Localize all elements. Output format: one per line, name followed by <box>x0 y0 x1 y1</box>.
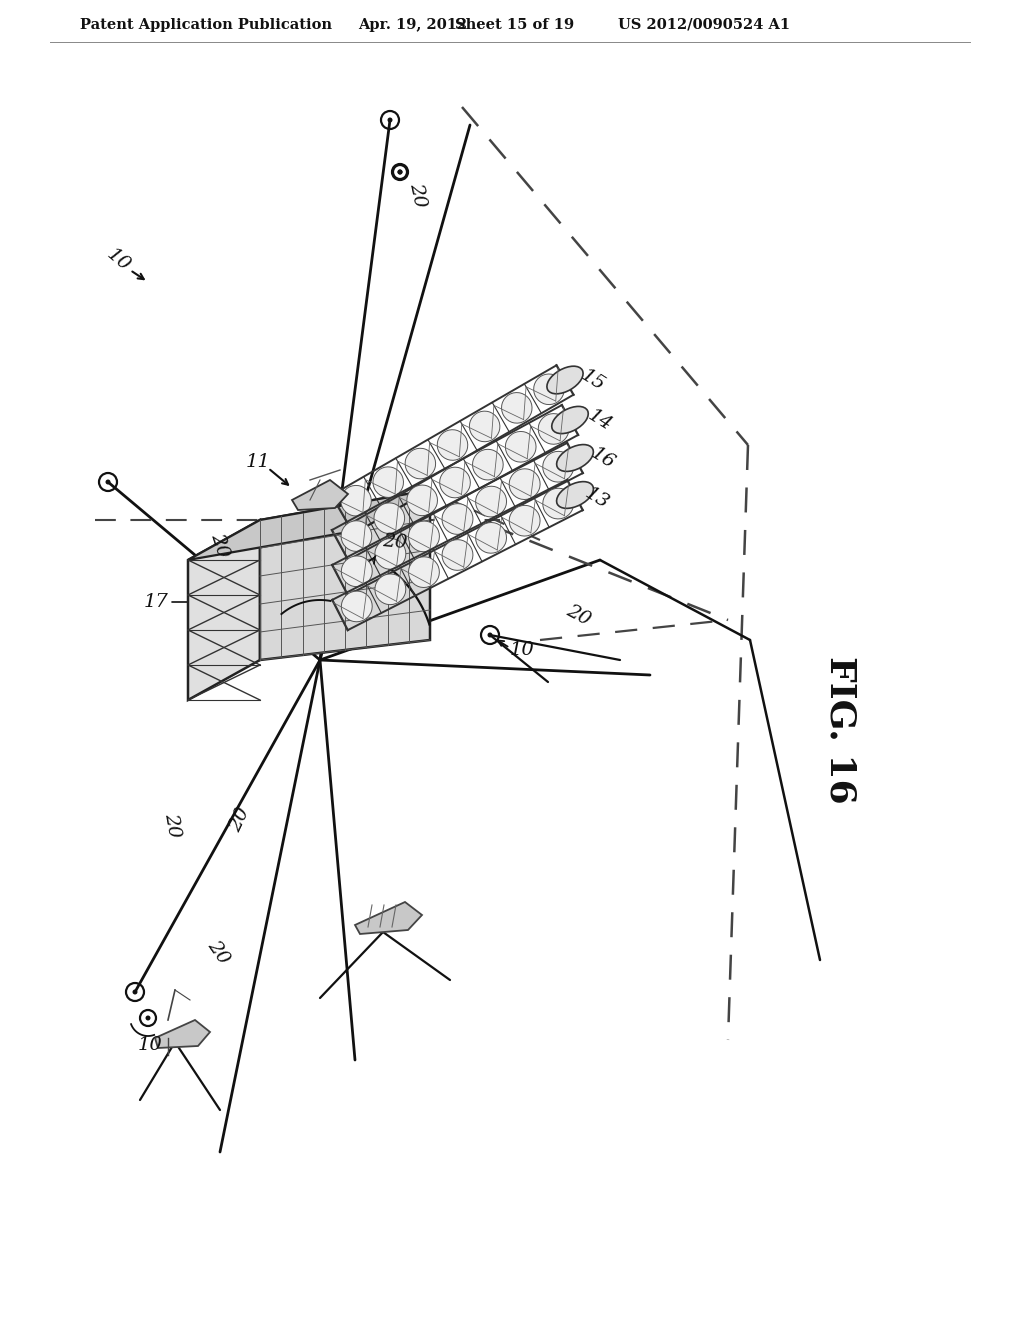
Text: 13: 13 <box>582 484 612 512</box>
Polygon shape <box>292 480 348 510</box>
Polygon shape <box>188 490 430 560</box>
Text: 20: 20 <box>226 805 253 836</box>
Ellipse shape <box>502 392 532 424</box>
Text: Apr. 19, 2012: Apr. 19, 2012 <box>358 18 467 32</box>
Text: Patent Application Publication: Patent Application Publication <box>80 18 332 32</box>
Circle shape <box>145 1015 151 1020</box>
Ellipse shape <box>341 591 372 622</box>
Ellipse shape <box>439 467 470 498</box>
Ellipse shape <box>539 413 569 445</box>
Ellipse shape <box>374 503 404 533</box>
Ellipse shape <box>509 506 540 536</box>
Ellipse shape <box>407 484 437 516</box>
Text: 20: 20 <box>563 601 593 628</box>
Ellipse shape <box>476 523 507 553</box>
Ellipse shape <box>442 504 473 535</box>
Text: US 2012/0090524 A1: US 2012/0090524 A1 <box>618 18 791 32</box>
Ellipse shape <box>543 488 573 519</box>
Text: 20: 20 <box>208 531 232 560</box>
Ellipse shape <box>409 521 439 552</box>
Circle shape <box>105 479 111 484</box>
Text: 16: 16 <box>588 444 618 473</box>
Circle shape <box>397 169 402 174</box>
Ellipse shape <box>409 557 439 587</box>
Ellipse shape <box>509 469 540 499</box>
Text: 10: 10 <box>510 642 535 659</box>
Ellipse shape <box>506 432 536 462</box>
Text: FIG. 16: FIG. 16 <box>823 656 857 804</box>
Ellipse shape <box>341 521 372 552</box>
Ellipse shape <box>475 486 507 517</box>
Text: 20: 20 <box>382 532 409 552</box>
Text: 10: 10 <box>102 246 133 275</box>
Polygon shape <box>260 490 430 660</box>
Text: 11: 11 <box>246 453 270 471</box>
Circle shape <box>487 632 493 638</box>
Ellipse shape <box>557 445 593 471</box>
Text: 10: 10 <box>137 1036 163 1053</box>
Text: 20: 20 <box>407 181 429 209</box>
Ellipse shape <box>437 430 468 461</box>
Ellipse shape <box>469 411 500 442</box>
Text: Sheet 15 of 19: Sheet 15 of 19 <box>455 18 574 32</box>
Ellipse shape <box>341 486 372 516</box>
Text: 17: 17 <box>143 593 168 611</box>
Ellipse shape <box>552 407 588 433</box>
Polygon shape <box>355 902 422 935</box>
Text: 20: 20 <box>161 812 183 838</box>
Polygon shape <box>155 1020 210 1048</box>
Ellipse shape <box>472 449 503 480</box>
Ellipse shape <box>543 451 573 482</box>
Ellipse shape <box>406 449 435 479</box>
Ellipse shape <box>442 540 473 570</box>
Text: 14: 14 <box>585 405 615 434</box>
Ellipse shape <box>373 467 403 498</box>
Text: 20: 20 <box>204 937 232 968</box>
Polygon shape <box>188 520 260 700</box>
Ellipse shape <box>341 556 373 586</box>
Ellipse shape <box>557 482 594 508</box>
Circle shape <box>387 117 392 123</box>
Ellipse shape <box>375 539 406 569</box>
Ellipse shape <box>547 366 583 393</box>
Text: 15: 15 <box>578 366 608 395</box>
Ellipse shape <box>375 574 406 605</box>
Circle shape <box>397 169 402 174</box>
Ellipse shape <box>534 374 564 404</box>
Circle shape <box>132 990 137 994</box>
